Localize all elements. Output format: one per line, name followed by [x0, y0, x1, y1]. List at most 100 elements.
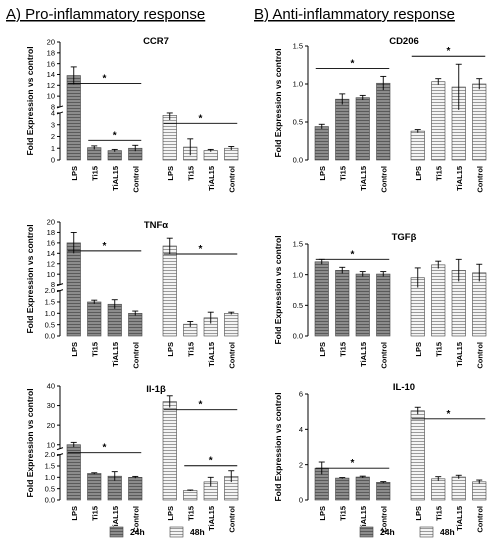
bar-24h-lps: [314, 126, 329, 161]
x-tick-label: LPS: [166, 166, 175, 181]
y-tick-label: 40: [47, 382, 55, 391]
y-axis-title: Fold Expression vs control: [273, 48, 283, 157]
y-tick-label: 10: [47, 440, 55, 449]
x-tick-label: Control: [379, 506, 388, 533]
x-tick-label: LPS: [414, 342, 423, 357]
y-tick-label: 0.5: [293, 301, 303, 310]
x-tick-label: LPS: [318, 166, 327, 181]
significance-star: *: [447, 46, 451, 57]
y-tick-label: 14: [47, 249, 55, 258]
x-tick-label: Ti15: [90, 342, 99, 357]
bar-48h-lps: [410, 130, 425, 161]
y-axis-title: Fold Expression vs control: [25, 224, 35, 333]
x-tick-label: LPS: [70, 342, 79, 357]
x-tick-label: Ti15: [338, 506, 347, 521]
bar-24h-lps: [66, 75, 81, 161]
x-tick-label: LPS: [414, 166, 423, 181]
y-axis-title: Fold Expression vs control: [273, 235, 283, 344]
bar-24h-tial15: [355, 476, 370, 501]
bar-24h-control: [376, 273, 391, 337]
x-tick-label: LPS: [318, 342, 327, 357]
significance-star: *: [199, 113, 203, 124]
x-tick-label: LPS: [414, 506, 423, 521]
legend-label-48h: 48h: [440, 527, 455, 537]
chart-panel-5: 0.0 0.5 1.0 1.5 2.010 20 30 40 Fold Expression v…: [25, 382, 239, 533]
chart-title: CCR7: [143, 36, 169, 47]
bar-24h-ti15: [87, 147, 102, 161]
y-tick-label: 1.5: [293, 42, 303, 51]
x-tick-label: Ti15: [434, 506, 443, 521]
y-tick-label: 1.0: [293, 80, 303, 89]
x-tick-label: TiAL15: [455, 342, 464, 367]
x-tick-label: TiAL15: [455, 166, 464, 191]
bar-24h-control: [128, 477, 143, 501]
bar-48h-lps: [162, 115, 177, 161]
x-tick-label: Ti15: [90, 506, 99, 521]
bar-24h-tial15: [355, 273, 370, 337]
significance-star: *: [199, 244, 203, 255]
x-tick-label: TiAL15: [207, 506, 216, 531]
legend-label-24h: 24h: [380, 527, 395, 537]
x-tick-label: Control: [227, 342, 236, 369]
legend-label-24h: 24h: [130, 527, 145, 537]
significance-star: *: [199, 400, 203, 411]
y-tick-label: 1.5: [45, 462, 55, 471]
x-tick-label: TiAL15: [207, 166, 216, 191]
significance-star: *: [351, 458, 355, 469]
bar-24h-control: [128, 313, 143, 337]
y-tick-label: 2.0: [45, 286, 55, 295]
bar-48h-ti15: [431, 478, 446, 501]
significance-star: *: [351, 249, 355, 260]
significance-star: *: [103, 241, 107, 252]
y-tick-label: 2: [51, 132, 55, 141]
x-tick-label: TiAL15: [111, 166, 120, 191]
x-tick-label: TiAL15: [455, 506, 464, 531]
x-tick-label: Ti15: [186, 166, 195, 181]
x-tick-label: LPS: [318, 506, 327, 521]
x-tick-label: LPS: [70, 166, 79, 181]
x-tick-label: Ti15: [434, 166, 443, 181]
x-tick-label: Ti15: [186, 506, 195, 521]
y-tick-label: 8: [51, 280, 55, 289]
y-axis-title: Fold Expression vs control: [25, 46, 35, 155]
y-tick-label: 4: [51, 109, 55, 118]
bar-24h-tial15: [107, 150, 122, 161]
y-tick-label: 4: [299, 425, 303, 434]
y-tick-label: 1: [51, 144, 55, 153]
y-tick-label: 1.0: [45, 309, 55, 318]
y-tick-label: 0: [299, 496, 303, 505]
bar-48h-lps: [162, 401, 177, 501]
x-tick-label: Control: [131, 342, 140, 369]
x-tick-label: Ti15: [338, 342, 347, 357]
y-tick-label: 1.5: [45, 298, 55, 307]
x-tick-label: LPS: [166, 506, 175, 521]
y-tick-label: 1.0: [293, 270, 303, 279]
y-axis-title: Fold Expression vs control: [273, 392, 283, 501]
y-tick-label: 0.0: [293, 156, 303, 165]
x-tick-label: LPS: [70, 506, 79, 521]
x-tick-label: Control: [379, 342, 388, 369]
significance-star: *: [103, 443, 107, 454]
x-tick-label: TiAL15: [359, 166, 368, 191]
y-tick-label: 18: [47, 228, 55, 237]
x-tick-label: Control: [131, 166, 140, 193]
bar-48h-lps: [162, 245, 177, 337]
bar-48h-ti15: [431, 264, 446, 337]
y-tick-label: 3: [51, 120, 55, 129]
bar-24h-tial15: [355, 97, 370, 161]
bar-48h-control: [472, 83, 487, 161]
chart-title: TGFβ: [392, 232, 417, 243]
y-tick-label: 16: [47, 238, 55, 247]
x-tick-label: Control: [475, 166, 484, 193]
bar-24h-lps: [314, 261, 329, 337]
y-tick-label: 2: [299, 460, 303, 469]
y-tick-label: 14: [47, 70, 55, 79]
bar-24h-ti15: [335, 98, 350, 161]
legend-swatch-48h: [169, 526, 184, 538]
bar-48h-tial15: [451, 476, 466, 501]
bar-48h-ti15: [431, 81, 446, 161]
bar-48h-control: [224, 313, 239, 337]
x-tick-label: LPS: [166, 342, 175, 357]
